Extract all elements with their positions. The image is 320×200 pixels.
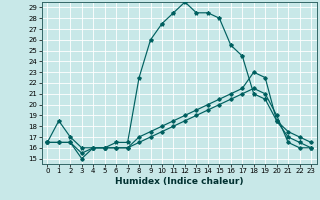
X-axis label: Humidex (Indice chaleur): Humidex (Indice chaleur)	[115, 177, 244, 186]
